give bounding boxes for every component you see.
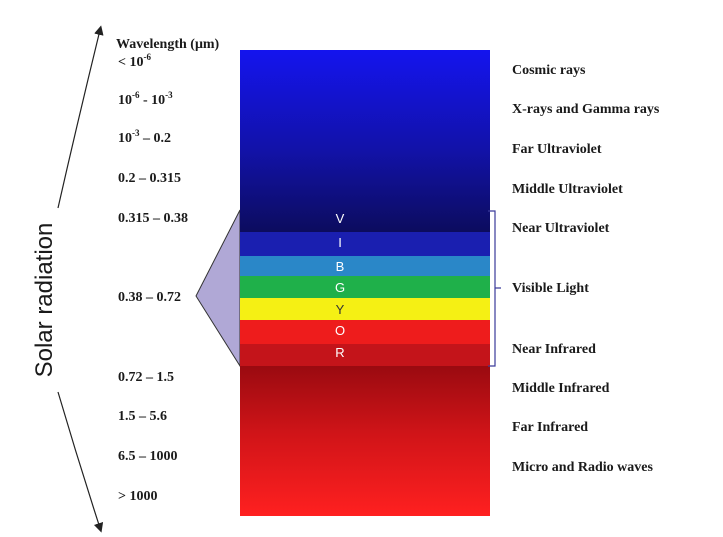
ir-band-block xyxy=(240,366,490,516)
axis-arrow-down xyxy=(57,391,104,533)
band-middle-uv: Middle Ultraviolet xyxy=(512,182,623,197)
wavelength-row-9: 6.5 – 1000 xyxy=(118,449,178,464)
band-micro-radio: Micro and Radio waves xyxy=(512,460,653,475)
letter-r: R xyxy=(335,345,344,360)
band-far-uv: Far Ultraviolet xyxy=(512,142,602,157)
band-visible-light: Visible Light xyxy=(512,281,589,296)
band-xrays-gamma: X-rays and Gamma rays xyxy=(512,102,660,117)
spectrum-column xyxy=(240,50,490,516)
letter-b: B xyxy=(336,259,345,274)
wavelength-row-5: 0.38 – 0.72 xyxy=(118,290,181,305)
yellow-band xyxy=(240,298,490,320)
band-near-uv: Near Ultraviolet xyxy=(512,221,610,236)
blue-band xyxy=(240,256,490,276)
wavelength-row-8: 1.5 – 5.6 xyxy=(118,409,167,424)
wavelength-row-2: 10-3 – 0.2 xyxy=(118,128,171,146)
wavelength-row-10: > 1000 xyxy=(118,489,157,504)
visible-range-bracket xyxy=(488,210,501,367)
wavelength-row-3: 0.2 – 0.315 xyxy=(118,171,181,186)
letter-v: V xyxy=(336,211,345,226)
letter-o: O xyxy=(335,323,345,338)
letter-y: Y xyxy=(336,302,345,317)
band-middle-ir: Middle Infrared xyxy=(512,381,610,396)
axis-arrow-up xyxy=(57,25,104,209)
band-labels: Cosmic rays X-rays and Gamma rays Far Ul… xyxy=(512,63,660,475)
wavelength-row-4: 0.315 – 0.38 xyxy=(118,211,188,226)
wavelength-labels: < 10-6 10-6 - 10-3 10-3 – 0.2 0.2 – 0.31… xyxy=(118,52,188,504)
wavelength-row-7: 0.72 – 1.5 xyxy=(118,370,174,385)
wavelength-row-0: < 10-6 xyxy=(118,52,151,70)
orange-band xyxy=(240,320,490,344)
visible-callout-wedge xyxy=(195,209,241,368)
uv-band-block xyxy=(240,50,490,232)
band-near-ir: Near Infrared xyxy=(512,342,596,357)
letter-g: G xyxy=(335,280,345,295)
band-cosmic-rays: Cosmic rays xyxy=(512,63,586,78)
band-far-ir: Far Infrared xyxy=(512,420,588,435)
axis-label: Solar radiation xyxy=(31,223,58,378)
wavelength-header: Wavelength (μm) xyxy=(116,37,220,52)
solar-radiation-axis: Solar radiation xyxy=(31,25,104,533)
green-band xyxy=(240,276,490,298)
wavelength-row-1: 10-6 - 10-3 xyxy=(118,90,173,108)
vibgyor-letters: V I B G Y O R xyxy=(335,211,345,360)
violet-band xyxy=(240,232,490,256)
letter-i: I xyxy=(338,235,342,250)
red-band xyxy=(240,344,490,366)
